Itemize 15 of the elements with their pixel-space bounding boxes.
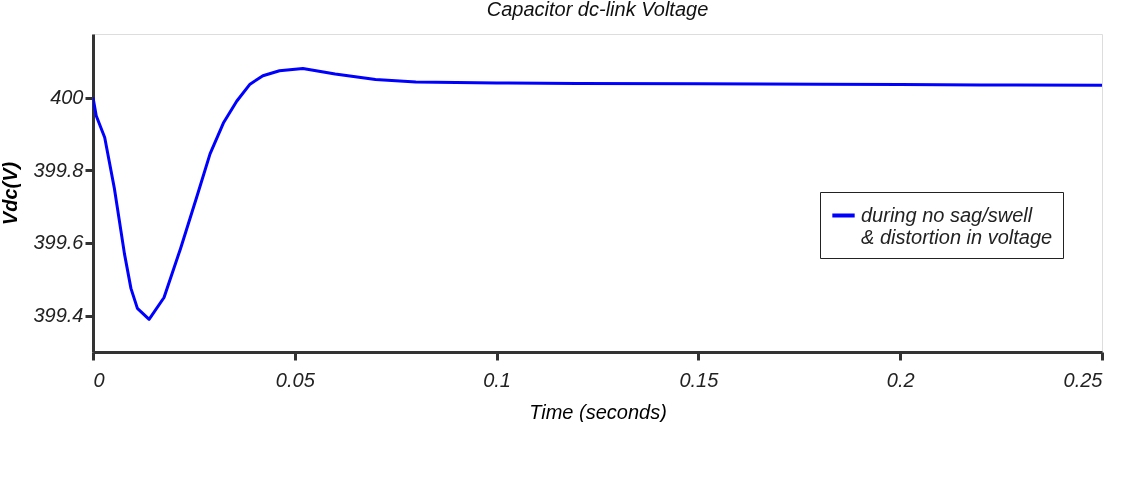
y-tick-label: 399.8 [33, 158, 84, 181]
line-series [93, 67, 1102, 321]
y-tick-label: 400 [50, 86, 84, 109]
y-axis-title: Vdc(V) [0, 161, 22, 226]
x-tick-label: 0 [93, 368, 105, 391]
chart-title: Capacitor dc-link Voltage [486, 0, 709, 20]
legend-label: during no sag/swell & distortion in voltage [861, 203, 1053, 248]
x-tick-label: 0.05 [275, 368, 316, 391]
x-tick-label: 0.1 [483, 368, 512, 391]
y-tick-label: 399.6 [33, 231, 85, 254]
y-tick-label: 399.4 [33, 304, 84, 327]
x-tick-label: 0.2 [886, 368, 915, 391]
x-tick-label: 0.15 [679, 368, 720, 391]
x-tick-label: 0.25 [1063, 368, 1104, 391]
x-axis-title: Time (seconds) [529, 400, 667, 423]
